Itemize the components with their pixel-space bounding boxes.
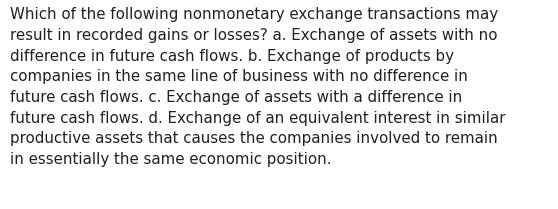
Text: Which of the following nonmonetary exchange transactions may
result in recorded : Which of the following nonmonetary excha…	[10, 7, 506, 167]
